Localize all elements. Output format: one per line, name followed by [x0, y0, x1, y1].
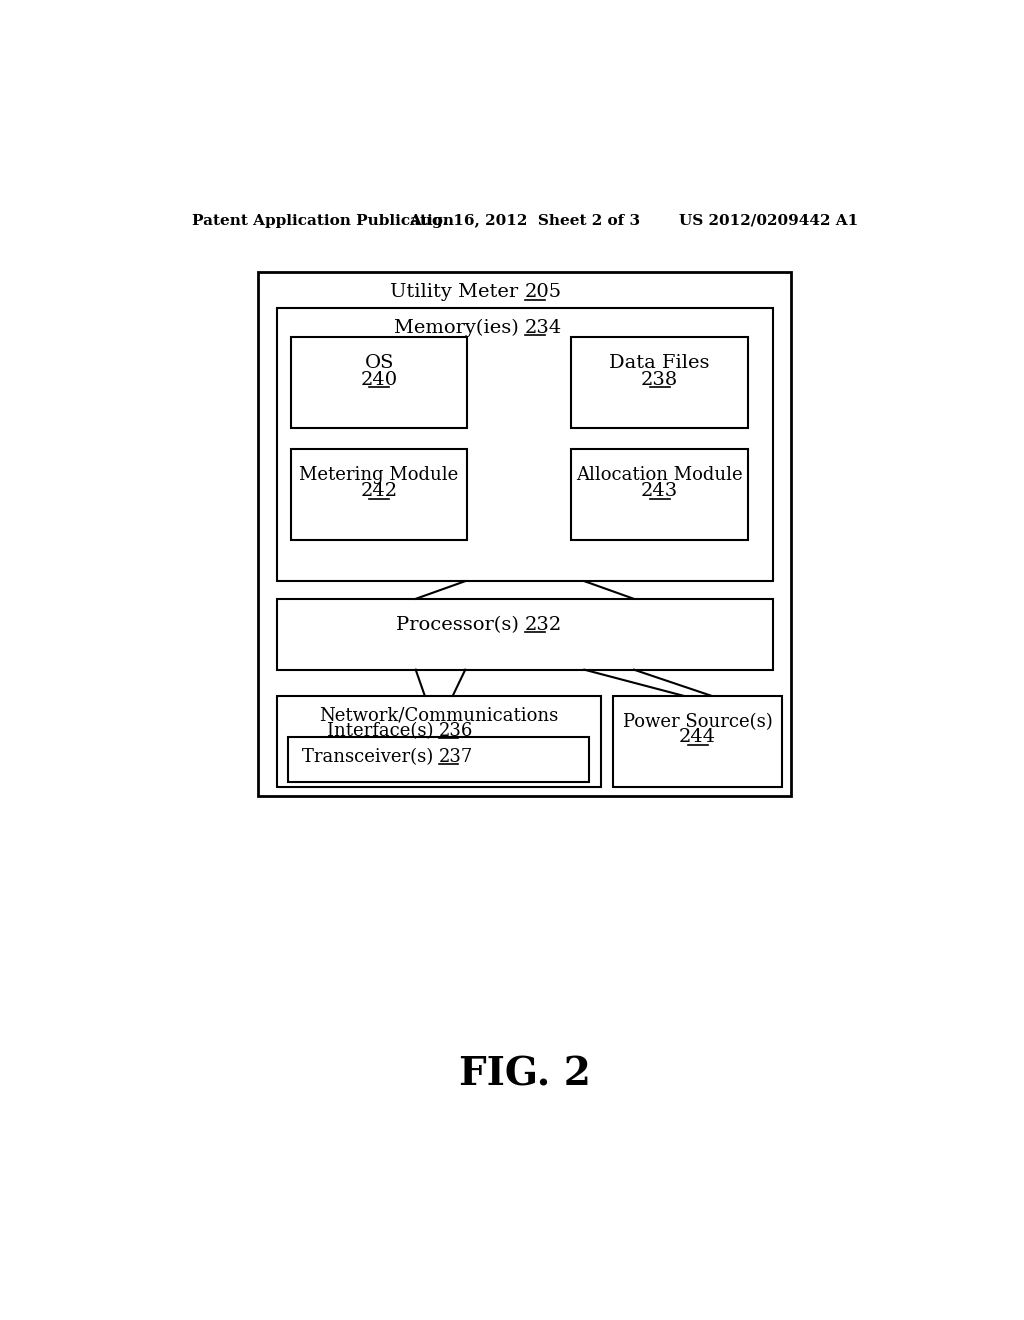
Text: OS: OS [365, 354, 394, 372]
Text: 205: 205 [524, 284, 562, 301]
Bar [276, 308, 773, 581]
Text: Data Files: Data Files [609, 354, 710, 372]
Text: 242: 242 [360, 482, 397, 500]
Bar [291, 450, 467, 540]
Text: Power Source(s): Power Source(s) [623, 713, 772, 731]
Text: 240: 240 [360, 371, 397, 388]
Text: Patent Application Publication: Patent Application Publication [191, 214, 454, 228]
Text: Network/Communications: Network/Communications [319, 706, 558, 725]
Bar [291, 337, 467, 428]
Text: 234: 234 [524, 318, 562, 337]
Text: 237: 237 [438, 748, 473, 766]
Bar [571, 450, 748, 540]
Text: 232: 232 [524, 615, 562, 634]
Text: Memory(ies): Memory(ies) [394, 318, 524, 337]
Text: 236: 236 [438, 722, 473, 741]
Text: US 2012/0209442 A1: US 2012/0209442 A1 [679, 214, 858, 228]
Text: Allocation Module: Allocation Module [577, 466, 743, 484]
Text: Metering Module: Metering Module [299, 466, 459, 484]
Text: 243: 243 [641, 482, 678, 500]
Bar [276, 696, 601, 787]
Bar [258, 272, 792, 796]
Text: Utility Meter: Utility Meter [390, 284, 524, 301]
Bar [613, 696, 782, 787]
Text: 238: 238 [641, 371, 678, 388]
Text: Transceiver(s): Transceiver(s) [302, 748, 438, 766]
Text: Processor(s): Processor(s) [395, 615, 524, 634]
Text: FIG. 2: FIG. 2 [459, 1056, 591, 1093]
Text: Aug. 16, 2012  Sheet 2 of 3: Aug. 16, 2012 Sheet 2 of 3 [410, 214, 640, 228]
Bar [571, 337, 748, 428]
Text: Interface(s): Interface(s) [327, 722, 438, 741]
Bar [289, 738, 589, 781]
Text: 244: 244 [679, 729, 716, 746]
Bar [276, 599, 773, 669]
